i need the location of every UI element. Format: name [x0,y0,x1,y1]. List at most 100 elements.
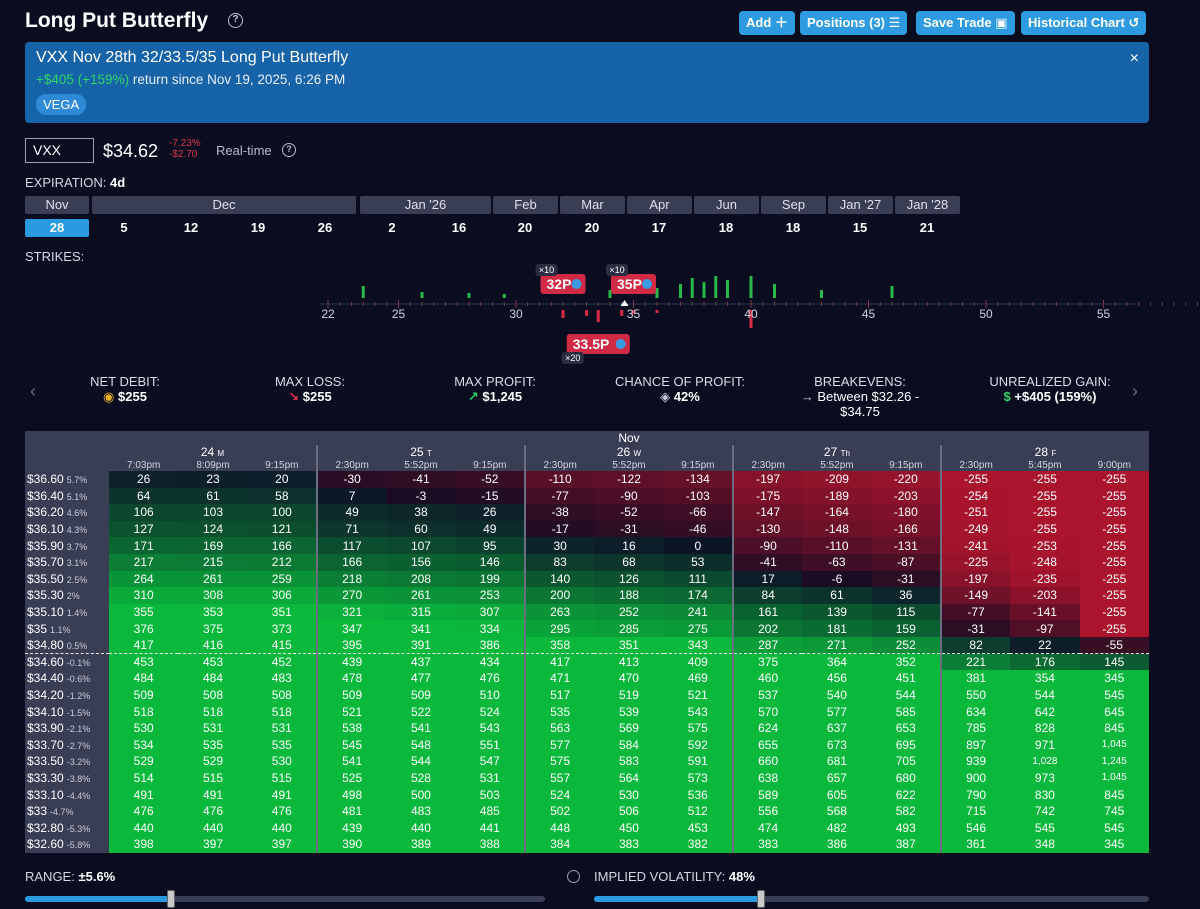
month-9[interactable]: Jan '28 [895,196,960,214]
pl-cell: -255 [1079,471,1149,488]
pl-cell: 491 [109,786,179,803]
month-8[interactable]: Jan '27 [828,196,893,214]
table-corner [25,431,109,445]
pl-cell: 115 [871,603,941,621]
pl-cell: -255 [939,471,1011,488]
table-corner [25,445,109,459]
pl-cell: 521 [663,686,733,704]
help-icon[interactable]: ? [228,13,243,28]
metric-value: ↘ $255 [230,389,390,405]
table-time: 9:15pm [455,459,525,471]
pl-cell: 261 [386,587,456,604]
table-row: $34.40 -0.6% 484 484 483 478 477 476 471 470 469 46… [25,670,1149,687]
table-row: $32.80 -5.3% 440 440 440 439 440 441 448 450 453 47… [25,819,1149,837]
month-2[interactable]: Jan '26 [360,196,491,214]
expiration-day-2[interactable]: 12 [183,220,199,235]
expiration-day-1[interactable]: 5 [120,220,128,235]
expiration-day-6[interactable]: 16 [451,220,467,235]
pl-cell: 575 [663,719,733,737]
pl-cell: 624 [731,719,803,737]
metric-value-text: $255 [302,389,332,404]
pl-cell: 939 [939,753,1011,770]
month-0[interactable]: Nov [25,196,89,214]
month-6[interactable]: Jun [694,196,759,214]
pl-cell: 538 [315,719,387,737]
expiration-day-9[interactable]: 17 [651,220,667,235]
iv-slider-handle[interactable] [756,890,765,908]
pl-cell: 417 [523,653,595,671]
positions-button[interactable]: Positions (3) ☰ [800,11,908,35]
expiration-label: EXPIRATION: 4d [25,175,125,190]
table-row: $34.80 0.5% 417 416 415 395 391 386 358 351 343 287… [25,636,1149,655]
next-metrics-icon[interactable]: › [1132,381,1138,401]
page-title: Long Put Butterfly [25,9,209,32]
vega-tag: VEGA [36,94,87,115]
pl-cell: 159 [871,620,941,637]
pl-cell: 476 [247,802,317,820]
pl-cell: 341 [386,620,456,637]
expiration-day-4[interactable]: 26 [317,220,333,235]
return-value: +$405 (+159%) [36,72,130,87]
pl-cell: 124 [178,520,248,538]
month-7[interactable]: Sep [761,196,826,214]
pl-cell: 440 [247,819,317,837]
range-slider-handle[interactable] [166,890,175,908]
pl-cell: 509 [386,686,456,704]
pl-cell: 582 [871,802,941,820]
pl-cell: 95 [455,537,525,554]
pl-cell: 321 [315,603,387,621]
month-1[interactable]: Dec [92,196,356,214]
pl-cell: -255 [1079,620,1149,637]
pl-cell: 828 [1010,719,1080,737]
symbol-input[interactable]: VXX [25,138,94,163]
metric-value-text: +$405 (159%) [1014,389,1097,404]
iv-reset-icon[interactable] [567,870,580,883]
expiration-day-5[interactable]: 2 [388,220,396,235]
pl-cell: 589 [731,786,803,803]
realtime-help-icon[interactable]: ? [282,143,296,157]
pl-cell: -110 [523,471,595,488]
expiration-day-12[interactable]: 15 [852,220,868,235]
expiration-day-7[interactable]: 20 [517,220,533,235]
iv-slider[interactable] [594,890,1149,908]
pl-cell: -90 [594,487,664,505]
expiration-day-8[interactable]: 20 [584,220,600,235]
month-3[interactable]: Feb [493,196,558,214]
pl-cell: 16 [594,537,664,554]
expiration-day-10[interactable]: 18 [718,220,734,235]
pl-cell: 564 [594,769,664,787]
expiration-day-11[interactable]: 18 [785,220,801,235]
historical-chart-button[interactable]: Historical Chart ↺ [1021,11,1147,35]
stock-price: $34.62 [103,141,159,161]
leg-chip-0[interactable] [540,274,586,294]
prev-metrics-icon[interactable]: ‹ [30,381,36,401]
leg-chip-1[interactable] [611,274,656,294]
table-month: Nov [109,431,1149,445]
pl-cell: 345 [1079,836,1149,853]
expiration-day-13[interactable]: 21 [919,220,935,235]
pl-cell: -63 [802,553,872,571]
pl-cell: 20 [247,471,317,488]
pl-cell: 252 [594,603,664,621]
pl-cell: -31 [939,620,1011,637]
pl-cell: 381 [939,670,1011,687]
leg-chip-2[interactable] [566,334,630,354]
month-5[interactable]: Apr [627,196,692,214]
expiration-day-0[interactable]: 28 [25,219,89,237]
pl-cell: 705 [871,753,941,770]
range-slider[interactable] [25,890,545,908]
save-trade-button[interactable]: Save Trade ▣ [916,11,1015,35]
pl-cell: 655 [731,736,803,754]
pl-cell: -175 [731,487,803,505]
pl-cell: 543 [663,703,733,720]
expiration-day-3[interactable]: 19 [250,220,266,235]
pl-cell: 0 [663,537,733,554]
pl-cell: 476 [455,670,525,687]
add-button[interactable]: Add ＋ [739,11,795,35]
pl-cell: 390 [315,836,387,853]
pl-cell: -180 [871,504,941,521]
close-icon[interactable]: × [1129,50,1139,67]
pl-cell: 1,028 [1010,753,1080,770]
month-4[interactable]: Mar [560,196,625,214]
